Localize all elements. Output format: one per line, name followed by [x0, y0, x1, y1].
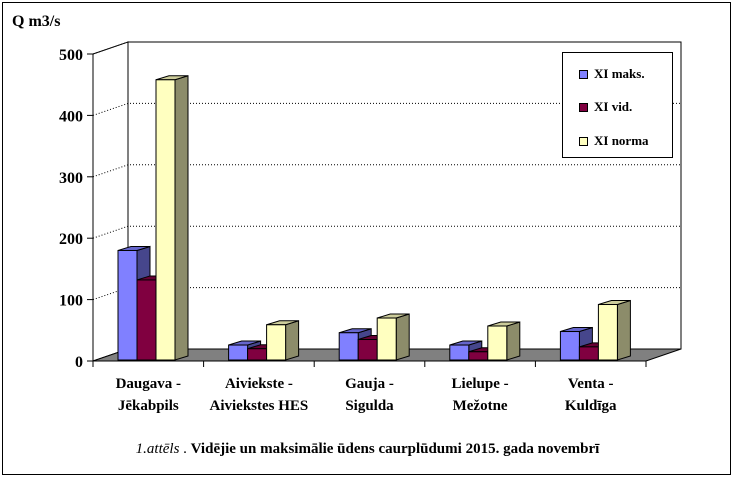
legend-item-xi-norma: XI norma [579, 133, 649, 148]
x-category-label: Lielupe - [452, 376, 509, 392]
legend-swatch-xi-vid [579, 102, 588, 112]
bar [376, 317, 397, 361]
chart-legend: XI maks. XI vid. XI norma [562, 52, 673, 158]
bar [357, 339, 378, 361]
bar [487, 325, 508, 361]
y-tick-label: 200 [59, 231, 83, 248]
bar-side [616, 299, 631, 361]
y-tick-label: 400 [59, 108, 83, 125]
caption-separator: . [179, 441, 191, 457]
x-category-label: Gauja - [345, 376, 394, 392]
bar [136, 279, 157, 361]
gridline [92, 41, 681, 55]
legend-label-xi-vid: XI vid. [594, 99, 633, 114]
legend-label-xi-maks: XI maks. [594, 66, 645, 81]
y-axis-title: Q m3/s [12, 13, 60, 30]
bar-side [395, 313, 410, 361]
x-category-label: Daugava - [116, 376, 181, 392]
gridline [92, 225, 681, 239]
caption-number: 1.attēls [135, 441, 180, 457]
caption-text: Vidējie un maksimālie ūdens caurplūdumi … [190, 441, 600, 457]
bar [155, 79, 176, 361]
bar-side [174, 75, 189, 361]
x-category-label: Jēkabpils [118, 398, 179, 414]
legend-swatch-xi-norma [579, 136, 588, 146]
legend-swatch-xi-maks [579, 69, 588, 79]
bar [449, 344, 470, 361]
bar-side [285, 320, 300, 361]
x-category-label: Kuldīga [565, 398, 617, 414]
bar [228, 344, 249, 361]
x-category-label: Sigulda [345, 398, 394, 414]
bar [117, 249, 138, 361]
y-tick-label: 500 [59, 47, 83, 64]
y-tick-label: 300 [59, 170, 83, 187]
x-category-label: Venta - [568, 376, 614, 392]
legend-label-xi-norma: XI norma [594, 133, 649, 148]
bar-side [506, 321, 521, 361]
figure-caption: 1.attēls . Vidējie un maksimālie ūdens c… [0, 441, 735, 458]
bar [578, 346, 599, 361]
x-category-label: Aiviekste - [225, 376, 293, 392]
y-tick-label: 100 [59, 293, 83, 310]
bar [266, 324, 287, 361]
gridline [92, 164, 681, 178]
x-category-label: Mežotne [453, 398, 508, 414]
bar [597, 304, 618, 361]
legend-item-xi-maks: XI maks. [579, 66, 645, 81]
bar [338, 332, 359, 361]
legend-item-xi-vid: XI vid. [579, 99, 633, 114]
bar [559, 331, 580, 361]
x-category-label: Aiviekstes HES [210, 398, 309, 414]
figure-frame [2, 2, 731, 475]
bar [247, 348, 268, 361]
gridline [92, 102, 681, 116]
bar [468, 351, 489, 361]
y-tick-label: 0 [75, 354, 83, 371]
